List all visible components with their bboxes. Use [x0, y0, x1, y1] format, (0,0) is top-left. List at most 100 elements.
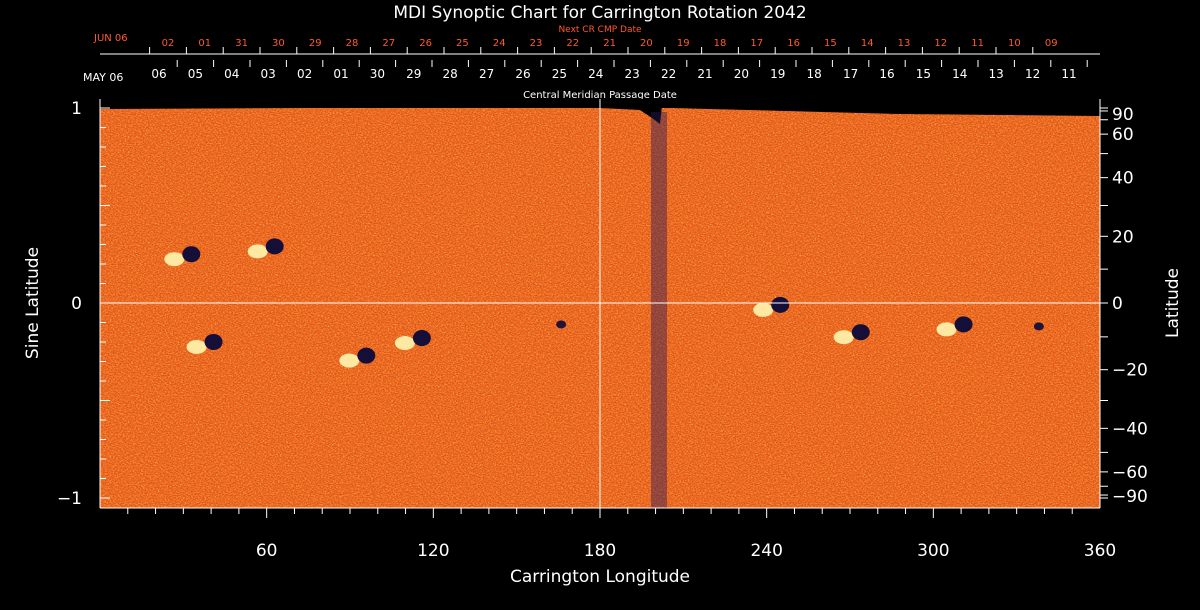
right-axis-tick-label: −90 [1112, 487, 1148, 507]
top-axis-date-label: 23 [625, 67, 640, 81]
positive-polarity-patch [394, 336, 415, 351]
next-axis-date-label: 13 [898, 38, 911, 49]
next-axis-date-label: 26 [419, 38, 432, 49]
next-axis-date-label: 18 [714, 38, 727, 49]
positive-polarity-patch [164, 252, 185, 267]
negative-polarity-patch [182, 246, 201, 263]
negative-polarity-patch [771, 296, 790, 313]
top-axis-date-label: 03 [261, 67, 276, 81]
top-axis-date-label: 29 [406, 67, 421, 81]
right-axis-tick-label: 20 [1112, 227, 1134, 247]
top-axis-ticks [176, 60, 1088, 67]
top-axis-date-label: 15 [916, 67, 931, 81]
top-axis-dates: 06 05 04 03 02 01 30 29 28 27 26 25 24 23 22 21 20 19 18 17… [151, 67, 1076, 81]
right-axis-tick-label: 60 [1112, 125, 1134, 145]
right-axis-tick-label: 90 [1112, 105, 1134, 125]
next-axis-date-label: 22 [566, 38, 579, 49]
next-axis-date-label: 11 [971, 38, 984, 49]
top-axis-date-label: 20 [734, 67, 749, 81]
next-axis-date-label: 01 [198, 38, 211, 49]
right-axis-tick-label: 0 [1112, 294, 1123, 314]
left-axis-tick-label: 0 [71, 294, 82, 314]
negative-polarity-patch [412, 330, 431, 347]
active-region [164, 246, 201, 267]
negative-polarity-patch [357, 347, 376, 364]
positive-polarity-patch [753, 302, 774, 317]
next-axis-title: Next CR CMP Date [558, 25, 642, 35]
bottom-axis-tick-label: 300 [917, 541, 949, 561]
next-axis-date-label: 20 [640, 38, 653, 49]
negative-polarity-patch [1033, 322, 1044, 331]
next-axis-date-label: 09 [1045, 38, 1058, 49]
active-region [753, 296, 790, 317]
left-axis-tick-label: −1 [57, 489, 82, 509]
bottom-axis-tick-label: 60 [256, 541, 278, 561]
next-axis-date-label: 17 [750, 38, 763, 49]
top-axis-date-label: 26 [515, 67, 530, 81]
top-axis-date-label: 22 [661, 67, 676, 81]
top-axis-date-label: 01 [333, 67, 348, 81]
chart-title: MDI Synoptic Chart for Carrington Rotati… [393, 3, 806, 23]
positive-polarity-patch [833, 330, 854, 345]
top-axis-date-label: 16 [879, 67, 894, 81]
top-axis-date-label: 24 [588, 67, 603, 81]
negative-polarity-patch [265, 238, 284, 255]
negative-polarity-patch [954, 316, 973, 333]
top-axis-date-label: 17 [843, 67, 858, 81]
top-axis-date-label: 02 [297, 67, 312, 81]
bottom-axis-tick-label: 120 [417, 541, 449, 561]
next-axis-date-label: 24 [493, 38, 506, 49]
top-axis-date-label: 30 [370, 67, 385, 81]
next-axis-date-label: 15 [824, 38, 837, 49]
next-axis-date-label: 29 [309, 38, 322, 49]
bottom-axis-tick-label: 180 [584, 541, 616, 561]
next-axis-date-label: 27 [382, 38, 395, 49]
next-axis-month: JUN 06 [93, 33, 128, 44]
active-region [936, 316, 973, 337]
next-axis-dates: 02 01 31 30 29 28 27 26 25 24 23 22 21 20 19 18 17 16 15 14… [162, 38, 1058, 49]
next-axis-date-label: 31 [235, 38, 248, 49]
active-region [247, 238, 284, 259]
top-axis-date-label: 27 [479, 67, 494, 81]
positive-polarity-patch [247, 244, 268, 259]
top-axis-date-label: 19 [770, 67, 785, 81]
x-axis-title: Carrington Longitude [510, 567, 690, 587]
bottom-axis-ticks: 60 120 180 240 300 360 [127, 508, 1116, 561]
next-axis-date-label: 25 [456, 38, 469, 49]
top-axis-date-label: 06 [151, 67, 166, 81]
bottom-axis-tick-label: 360 [1084, 541, 1116, 561]
next-axis-date-label: 10 [1008, 38, 1021, 49]
next-axis-date-label: 12 [934, 38, 947, 49]
active-region [186, 333, 223, 354]
top-axis-month: MAY 06 [83, 71, 123, 84]
next-axis-date-label: 16 [787, 38, 800, 49]
y-axis-title-left: Sine Latitude [23, 247, 43, 359]
active-region [339, 347, 376, 368]
left-axis-tick-label: 1 [71, 99, 82, 119]
right-axis-tick-label: −40 [1112, 419, 1148, 439]
positive-polarity-patch [186, 339, 207, 354]
active-region [556, 320, 567, 329]
next-axis-date-label: 02 [162, 38, 175, 49]
left-axis-ticks: 1 0 −1 [57, 99, 110, 509]
positive-polarity-patch [339, 353, 360, 368]
top-axis-date-label: 05 [188, 67, 203, 81]
top-axis-date-label: 13 [989, 67, 1004, 81]
active-region [1033, 322, 1044, 331]
right-axis-tick-label: −20 [1112, 361, 1148, 381]
top-axis-date-label: 11 [1061, 67, 1076, 81]
top-axis-date-label: 18 [807, 67, 822, 81]
y-axis-title-right: Latitude [1163, 268, 1183, 338]
top-axis-title: Central Meridian Passage Date [523, 90, 677, 101]
top-axis-date-label: 12 [1025, 67, 1040, 81]
positive-polarity-patch [936, 322, 957, 337]
negative-polarity-patch [204, 333, 223, 350]
next-axis-date-label: 30 [272, 38, 285, 49]
active-region [394, 330, 431, 351]
top-axis-date-label: 25 [552, 67, 567, 81]
polar-gap-top [100, 99, 1100, 124]
right-axis-tick-label: 40 [1112, 169, 1134, 189]
right-axis-tick-label: −60 [1112, 463, 1148, 483]
